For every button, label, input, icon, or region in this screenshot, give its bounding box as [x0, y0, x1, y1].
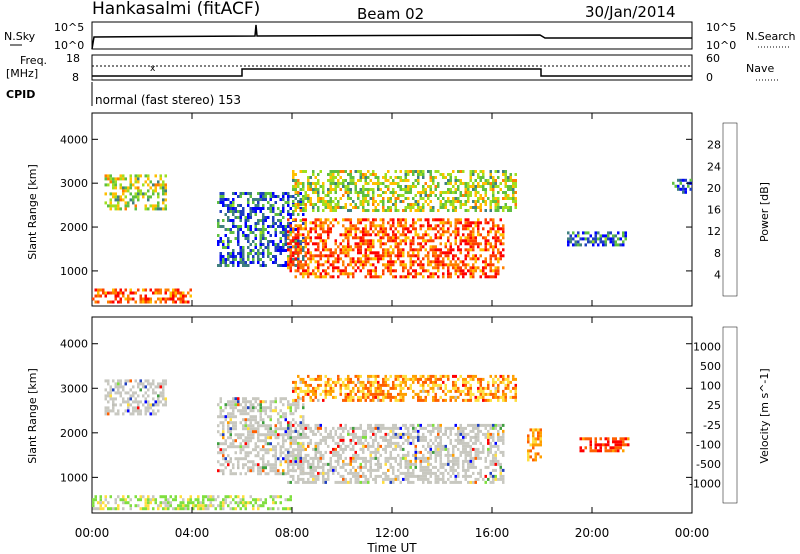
xtick-label-6: 00:00 — [675, 526, 710, 540]
power-ytick-label-1: 2000 — [60, 221, 88, 234]
velocity-colorbar-tick-7: -1000 — [689, 477, 721, 490]
nsky-left-tick-bottom: 10^0 — [54, 39, 84, 52]
power-colorbar-tick-4: 12 — [707, 225, 721, 238]
velocity-region-1 — [217, 397, 305, 476]
velocity-colorbar-tick-6: -500 — [696, 458, 721, 471]
velocity-ylabel: Slant Range [km] — [26, 368, 39, 464]
power-colorbar-label: Power [dB] — [758, 182, 771, 242]
velocity-colorbar-tick-3: 25 — [707, 399, 721, 412]
power-region-4 — [92, 288, 192, 304]
power-ytick-label-0: 1000 — [60, 265, 88, 278]
nsky-trace — [91, 24, 692, 50]
velocity-colorbar-tick-0: 1000 — [693, 341, 721, 354]
velocity-region-5 — [579, 437, 630, 453]
xtick-label-1: 04:00 — [175, 526, 210, 540]
velocity-ytick-label-3: 4000 — [60, 338, 88, 351]
velocity-colorbar-frame — [722, 326, 738, 504]
power-colorbar-tick-6: 4 — [714, 268, 721, 281]
nsearch-label: N.Search — [746, 30, 796, 43]
velocity-region-3 — [292, 374, 517, 402]
velocity-region-2 — [287, 423, 505, 484]
freq-right-tick-bottom: 0 — [706, 71, 713, 84]
velocity-region-6 — [92, 495, 292, 511]
power-panel: 1000 2000 3000 4000 Slant Range [km] 28 24 20… — [26, 112, 771, 307]
cpid-label: CPID — [6, 88, 35, 101]
power-colorbar-frame — [722, 122, 738, 297]
xtick-label-5: 20:00 — [575, 526, 610, 540]
xtick-label-0: 00:00 — [75, 526, 110, 540]
velocity-region-0 — [104, 379, 167, 416]
date-title: 30/Jan/2014 — [585, 3, 676, 21]
freq-right-tick-top: 60 — [706, 52, 720, 65]
time-axis: 00:00 04:00 08:00 12:00 16:00 20:00 00:00 — [75, 113, 710, 540]
freq-unit: [MHz] — [6, 67, 38, 80]
velocity-colorbar-tick-1: 500 — [700, 360, 721, 373]
velocity-colorbar-tick-5: -100 — [696, 438, 721, 451]
freq-noise-mark: x — [150, 64, 156, 74]
power-colorbar-tick-2: 20 — [707, 182, 721, 195]
freq-left-tick-bottom: 8 — [72, 71, 79, 84]
cpid-panel: CPID normal (fast stereo) 153 — [6, 82, 241, 107]
velocity-ytick-label-0: 1000 — [60, 471, 88, 484]
velocity-colorbar-tick-2: 100 — [700, 380, 721, 393]
velocity-ytick-label-2: 3000 — [60, 382, 88, 395]
velocity-panel: 1000 2000 3000 4000 Slant Range [km] 1000 50… — [26, 316, 771, 514]
xtick-label-2: 08:00 — [275, 526, 310, 540]
xtick-label-4: 16:00 — [475, 526, 510, 540]
velocity-region-4 — [527, 428, 542, 462]
power-ylabel: Slant Range [km] — [26, 164, 39, 260]
power-colorbar-tick-3: 16 — [707, 204, 721, 217]
station-title: Hankasalmi (fitACF) — [92, 0, 260, 19]
freq-panel: Freq. [MHz] 18 8 60 0 Nave x — [6, 52, 778, 84]
power-region-5 — [567, 231, 627, 247]
xtick-label-3: 12:00 — [375, 526, 410, 540]
freq-label: Freq. — [20, 54, 47, 67]
freq-left-tick-top: 18 — [66, 52, 80, 65]
nsky-left-tick-top: 10^5 — [54, 21, 84, 34]
power-region-0 — [104, 174, 167, 211]
freq-trace — [92, 68, 692, 77]
time-axis-label: Time UT — [366, 541, 417, 554]
velocity-colorbar-label: Velocity [m s^-1] — [758, 368, 771, 463]
beam-title: Beam 02 — [357, 5, 424, 23]
power-ytick-label-3: 4000 — [60, 133, 88, 146]
power-colorbar-tick-0: 28 — [707, 139, 721, 152]
power-colorbar-tick-1: 24 — [707, 160, 721, 173]
power-colorbar-tick-5: 8 — [714, 247, 721, 260]
nave-label: Nave — [746, 62, 774, 75]
power-ytick-label-2: 3000 — [60, 177, 88, 190]
cpid-text: normal (fast stereo) 153 — [95, 93, 241, 107]
velocity-ytick-label-1: 2000 — [60, 427, 88, 440]
power-region-2 — [287, 218, 505, 279]
velocity-colorbar-tick-4: -25 — [703, 419, 721, 432]
nsky-right-tick-bottom: 10^0 — [706, 39, 736, 52]
nsky-label: N.Sky — [4, 30, 36, 43]
nsky-right-tick-top: 10^5 — [706, 21, 736, 34]
nsky-panel: N.Sky 10^5 10^0 10^5 10^0 N.Search — [4, 21, 796, 52]
power-region-3 — [292, 170, 517, 212]
